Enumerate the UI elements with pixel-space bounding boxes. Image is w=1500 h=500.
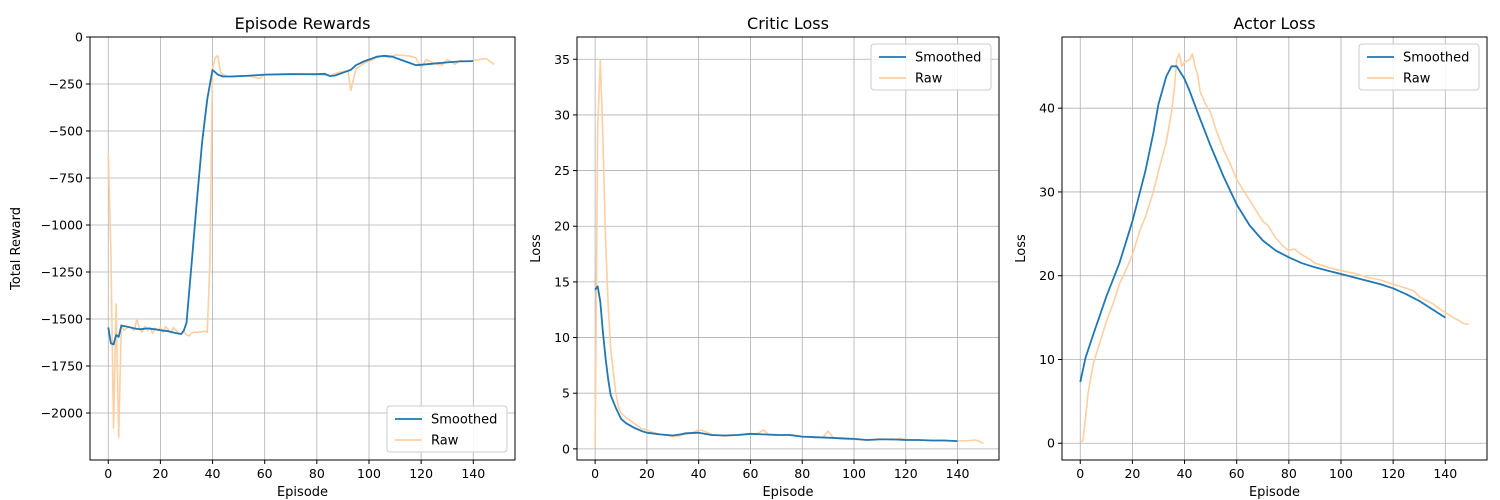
series-line-smoothed [1079,65,1446,383]
x-axis-label: Episode [762,485,813,500]
x-tick-label: 60 [257,466,273,481]
y-tick-label: 40 [1039,101,1055,116]
legend-label-smoothed: Smoothed [915,51,981,66]
y-tick-label: 0 [1047,436,1055,451]
axes-frame [1061,36,1488,461]
legend-label-raw: Raw [915,72,943,87]
x-tick-label: 100 [842,466,866,481]
y-tick-label: −1750 [41,359,83,374]
y-tick-label: 35 [554,52,570,67]
x-tick-label: 100 [1329,466,1353,481]
y-tick-label: 30 [1039,184,1055,199]
chart-panel-0: 0 20 40 60 80 100 120 140 0 −250 −500 −750 −1000 −125… [9,14,516,500]
legend-label-raw: Raw [431,434,459,449]
x-tick-label: 100 [357,466,381,481]
x-tick-label: 140 [1433,466,1457,481]
y-tick-label: 30 [554,107,570,122]
y-tick-label: −1500 [41,312,83,327]
chart-title: Actor Loss [1233,14,1315,33]
x-axis-label: Episode [1249,485,1300,500]
x-tick-label: 0 [1076,466,1084,481]
chart-panel-2: 0 20 40 60 80 100 120 140 0 10 20 30 40 Actor Loss Epi… [1014,14,1488,500]
x-tick-label: 80 [309,466,325,481]
y-tick-label: −250 [49,77,83,92]
x-tick-label: 120 [894,466,918,481]
chart-panel-1: 0 20 40 60 80 100 120 140 0 5 10 15 20 25 30 35 Critic L… [529,14,1000,500]
x-tick-label: 60 [743,466,759,481]
x-tick-label: 120 [409,466,433,481]
x-tick-label: 0 [104,466,112,481]
y-tick-label: −500 [49,124,83,139]
legend: Smoothed Raw [870,43,992,91]
x-tick-label: 20 [152,466,168,481]
x-tick-label: 80 [1281,466,1297,481]
x-tick-label: 140 [461,466,485,481]
legend-label-smoothed: Smoothed [431,413,497,428]
y-tick-label: 0 [75,30,83,45]
y-tick-label: 20 [1039,268,1055,283]
y-tick-label: −1250 [41,265,83,280]
y-tick-label: 25 [554,163,570,178]
x-tick-label: 40 [1177,466,1193,481]
y-tick-label: 0 [562,441,570,456]
y-tick-label: −2000 [41,406,83,421]
x-tick-label: 60 [1229,466,1245,481]
x-tick-label: 0 [591,466,599,481]
y-tick-label: 20 [554,219,570,234]
chart-title: Critic Loss [747,14,829,33]
legend: Smoothed Raw [1358,43,1480,91]
y-axis-label: Loss [529,234,544,263]
x-tick-label: 20 [639,466,655,481]
legend: Smoothed Raw [386,405,508,453]
legend-label-raw: Raw [1403,72,1431,87]
x-tick-label: 80 [794,466,810,481]
x-tick-label: 140 [946,466,970,481]
series-line-raw [107,54,495,439]
chart-title: Episode Rewards [235,14,371,33]
series-line-raw [1079,53,1469,444]
series-line-raw [594,59,984,448]
axes-frame [576,36,1000,461]
y-tick-label: 10 [554,330,570,345]
x-tick-label: 40 [205,466,221,481]
x-axis-label: Episode [277,485,328,500]
series-line-smoothed [107,54,474,346]
y-axis-label: Loss [1014,234,1029,263]
legend-label-smoothed: Smoothed [1403,51,1469,66]
y-tick-label: 15 [554,274,570,289]
x-tick-label: 120 [1381,466,1405,481]
y-tick-label: −1000 [41,218,83,233]
x-tick-label: 40 [691,466,707,481]
axes-frame [89,36,516,461]
y-tick-label: −750 [49,171,83,186]
y-tick-label: 5 [562,386,570,401]
y-tick-label: 10 [1039,352,1055,367]
series-line-smoothed [594,285,958,442]
x-tick-label: 20 [1124,466,1140,481]
y-axis-label: Total Reward [9,207,24,291]
